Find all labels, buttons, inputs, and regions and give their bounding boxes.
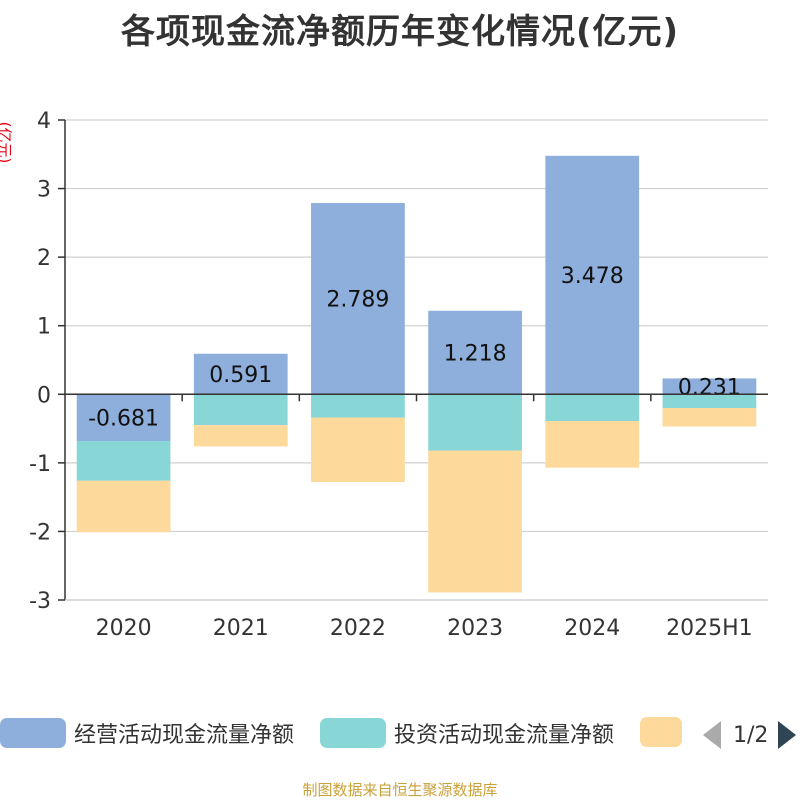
x-tick-label: 2025H1	[666, 616, 753, 641]
bar-1-2022	[311, 203, 405, 395]
legend-item-operating[interactable]: 经营活动现金流量净额	[0, 717, 294, 749]
data-label: 3.478	[561, 264, 624, 289]
y-tick-label: 0	[37, 383, 51, 408]
bar-2-2025H1	[662, 394, 757, 408]
bar-1-2023	[428, 310, 522, 395]
bar-3-2025H1	[662, 408, 757, 427]
data-label: 1.218	[444, 342, 507, 367]
legend-pager: 1/2	[703, 717, 797, 753]
x-tick-label: 2020	[96, 616, 152, 641]
bar-2-2024	[545, 394, 640, 422]
bar-3-2022	[311, 417, 405, 483]
y-tick-label: 2	[37, 246, 51, 271]
bar-1-2021	[193, 353, 288, 395]
legend-page-indicator: 1/2	[733, 722, 769, 748]
legend-swatch-third	[640, 717, 682, 747]
data-label: 0.591	[209, 363, 272, 388]
next-page-icon[interactable]	[778, 721, 797, 749]
data-source-note: 制图数据来自恒生聚源数据库	[302, 781, 498, 799]
y-tick-label: 1	[37, 315, 51, 340]
y-tick-label: 4	[37, 109, 51, 134]
bar-1-2025H1	[662, 378, 757, 395]
legend-label-operating: 经营活动现金流量净额	[74, 723, 295, 748]
chart-title: 各项现金流净额历年变化情况(亿元)	[120, 12, 680, 52]
legend: 经营活动现金流量净额 投资活动现金流量净额 1/2	[0, 717, 800, 753]
bar-3-2021	[193, 425, 288, 447]
x-tick-label: 2021	[213, 616, 269, 641]
bar-1-2024	[545, 155, 640, 395]
data-label: 2.789	[326, 288, 389, 313]
legend-item-investing[interactable]: 投资活动现金流量净额	[320, 717, 614, 749]
x-tick-label: 2024	[564, 616, 620, 641]
y-tick-label: -1	[29, 452, 51, 477]
prev-page-icon[interactable]	[703, 721, 721, 749]
bar-1-2020	[76, 394, 171, 441]
legend-swatch-operating	[0, 718, 66, 748]
legend-swatch-investing	[320, 718, 386, 748]
bar-3-2020	[76, 480, 171, 533]
y-tick-label: -2	[29, 520, 51, 545]
bar-3-2023	[428, 450, 522, 593]
bar-3-2024	[545, 421, 640, 468]
chart-plot: -3 -2 -1 0 1 2 3 4 -0.681 2020 0.591 2021 2.789 2022 1…	[29, 109, 768, 641]
legend-label-investing: 投资活动现金流量净额	[394, 723, 615, 748]
bar-2-2020	[76, 440, 171, 481]
bar-2-2022	[311, 394, 405, 418]
x-tick-label: 2022	[330, 616, 386, 641]
bar-2-2021	[193, 394, 288, 426]
bar-2-2023	[428, 394, 522, 451]
y-tick-label: -3	[29, 589, 51, 614]
y-tick-label: 3	[37, 178, 51, 203]
legend-item-third[interactable]	[640, 717, 690, 747]
data-label: -0.681	[88, 407, 159, 432]
x-tick-label: 2023	[447, 616, 503, 641]
